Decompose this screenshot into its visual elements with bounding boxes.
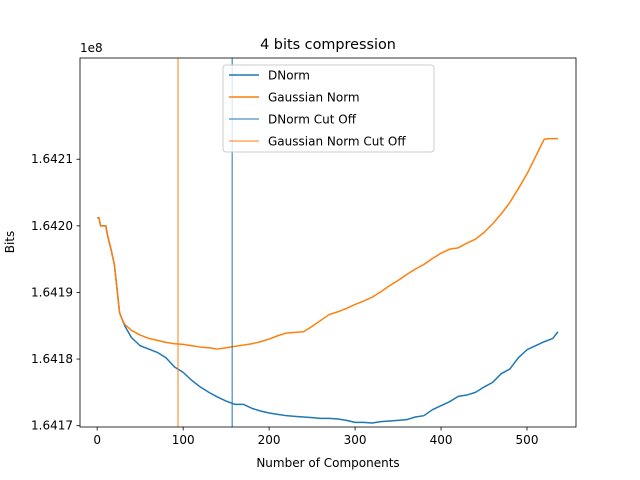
legend-label-1: DNorm bbox=[268, 69, 310, 83]
legend-label-4: Gaussian Norm Cut Off bbox=[268, 135, 406, 149]
y-tick-label: 1.6420 bbox=[31, 219, 73, 233]
legend-frame bbox=[222, 64, 435, 153]
x-tick-label: 400 bbox=[430, 433, 453, 447]
y-axis-label: Bits bbox=[3, 231, 17, 254]
x-tick-label: 200 bbox=[258, 433, 281, 447]
y-tick-label: 1.6418 bbox=[31, 352, 73, 366]
axes-frame bbox=[79, 57, 577, 428]
x-tick-label: 500 bbox=[516, 433, 539, 447]
axis-ticks: 0 100 200 300 400 500 1.6417 1.6418 1.6419 1.6420… bbox=[31, 152, 538, 447]
legend-label-2: Gaussian Norm bbox=[268, 91, 360, 105]
y-tick-label: 1.6417 bbox=[31, 419, 73, 433]
x-tick-label: 300 bbox=[344, 433, 367, 447]
chart-title: 4 bits compression bbox=[260, 37, 396, 53]
legend-label-3: DNorm Cut Off bbox=[268, 113, 357, 127]
legend: DNorm Gaussian Norm DNorm Cut Off Gaussian … bbox=[222, 64, 435, 153]
x-axis-label: Number of Components bbox=[256, 456, 399, 470]
series-line-2 bbox=[97, 137, 558, 350]
x-tick-label: 0 bbox=[93, 433, 101, 447]
y-tick-label: 1.6419 bbox=[31, 285, 73, 299]
series-line-1 bbox=[97, 217, 559, 424]
x-tick-label: 100 bbox=[172, 433, 195, 447]
y-axis-offset-label: 1e8 bbox=[80, 41, 103, 55]
y-tick-label: 1.6421 bbox=[31, 152, 73, 166]
